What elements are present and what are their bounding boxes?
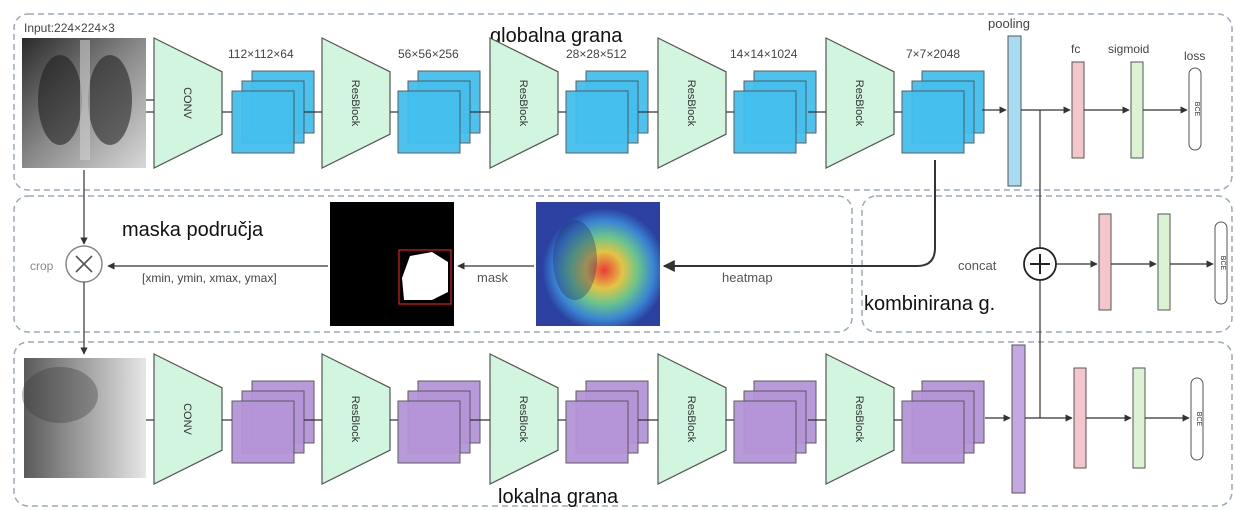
local-conv-layer-label: CONV	[181, 403, 193, 435]
global-pooling-bar	[1007, 35, 1022, 187]
local-resblock-2-layer: ResBlock	[489, 353, 559, 485]
local-resblock-1-layer-label: ResBlock	[349, 396, 361, 443]
local-fc-bar	[1073, 367, 1087, 469]
global-resblock-4-layer-label: ResBlock	[853, 80, 865, 127]
mask-section-frame	[13, 195, 853, 333]
local-resblock-4-layer: ResBlock	[825, 353, 895, 485]
feature-dim-label-4: 14×14×1024	[730, 47, 798, 61]
global-feature-stack-3	[565, 70, 649, 154]
region-mask-title: maska područja	[122, 219, 264, 241]
heatmap-label: heatmap	[722, 270, 773, 285]
global-branch-frame	[13, 13, 1233, 191]
input-xray-image	[22, 38, 146, 168]
mask-image	[330, 202, 454, 326]
global-conv-layer-label: CONV	[181, 87, 193, 119]
local-loss-box	[1190, 377, 1204, 461]
sigmoid-label: sigmoid	[1108, 42, 1149, 56]
local-feature-stack-2	[397, 380, 481, 464]
global-loss-text: BCE	[1193, 102, 1200, 117]
local-sigmoid-bar	[1132, 367, 1146, 469]
global-resblock-2-layer-label: ResBlock	[517, 80, 529, 127]
heatmap-image	[536, 202, 660, 326]
local-resblock-4-layer-label: ResBlock	[853, 396, 865, 443]
combined-fc-bar	[1098, 213, 1112, 311]
crop-multiply-icon	[65, 245, 103, 283]
combined-loss-text: BCE	[1219, 256, 1226, 271]
local-resblock-3-layer: ResBlock	[657, 353, 727, 485]
combined-loss-box	[1214, 221, 1228, 305]
fc-label: fc	[1071, 42, 1080, 56]
combined-sigmoid-bar	[1157, 213, 1171, 311]
feature-dim-label-1: 112×112×64	[228, 47, 294, 61]
cropped-xray-image	[22, 358, 146, 478]
local-pooling-bar	[1011, 344, 1026, 494]
global-fc-bar	[1071, 61, 1085, 159]
global-feature-stack-1	[231, 70, 315, 154]
concat-plus-icon	[1023, 247, 1057, 281]
local-feature-stack-4	[733, 380, 817, 464]
input-label: Input:224×224×3	[24, 21, 115, 35]
bbox-label: [xmin, ymin, xmax, ymax]	[142, 271, 277, 285]
local-feature-stack-3	[565, 380, 649, 464]
local-feature-stack-1	[231, 380, 315, 464]
global-feature-stack-2	[397, 70, 481, 154]
global-resblock-1-layer-label: ResBlock	[349, 80, 361, 127]
feature-dim-labels: 112×112×64 56×56×256 28×28×512 14×14×1024 7×…	[228, 47, 960, 61]
local-branch-title: lokalna grana	[498, 486, 619, 508]
concat-label: concat	[958, 258, 997, 273]
loss-label: loss	[1184, 49, 1205, 63]
combined-branch-frame	[861, 195, 1233, 333]
feature-dim-label-2: 56×56×256	[398, 47, 459, 61]
global-resblock-4-layer: ResBlock	[825, 37, 895, 169]
local-resblock-1-layer: ResBlock	[321, 353, 391, 485]
global-resblock-1-layer: ResBlock	[321, 37, 391, 169]
local-conv-layer: CONV	[153, 353, 223, 485]
global-feature-stack-4	[733, 70, 817, 154]
global-loss-box	[1188, 67, 1202, 151]
local-branch-frame	[13, 341, 1233, 507]
global-feature-stack-5	[901, 70, 985, 154]
global-resblock-3-layer-label: ResBlock	[685, 80, 697, 127]
head-connections	[1021, 106, 1214, 422]
mask-label: mask	[477, 270, 509, 285]
local-resblock-2-layer-label: ResBlock	[517, 396, 529, 443]
global-conv-layer: CONV	[153, 37, 223, 169]
global-branch-title: globalna grana	[490, 25, 623, 47]
local-resblock-3-layer-label: ResBlock	[685, 396, 697, 443]
combined-branch-title: kombinirana g.	[864, 293, 995, 315]
heatmap-connector	[662, 160, 936, 272]
feature-dim-label-5: 7×7×2048	[906, 47, 960, 61]
global-sigmoid-bar	[1130, 61, 1144, 159]
global-branch-layers: CONV ResBlock ResBlock ResBlock ResBlock	[146, 37, 985, 169]
global-resblock-2-layer: ResBlock	[489, 37, 559, 169]
local-feature-stack-5	[901, 380, 985, 464]
crop-label: crop	[30, 259, 54, 273]
global-resblock-3-layer: ResBlock	[657, 37, 727, 169]
local-branch-layers: CONV ResBlock ResBlock ResBlock ResBlock	[146, 353, 985, 485]
pooling-label: pooling	[988, 16, 1030, 31]
local-loss-text: BCE	[1195, 412, 1202, 427]
feature-dim-label-3: 28×28×512	[566, 47, 627, 61]
